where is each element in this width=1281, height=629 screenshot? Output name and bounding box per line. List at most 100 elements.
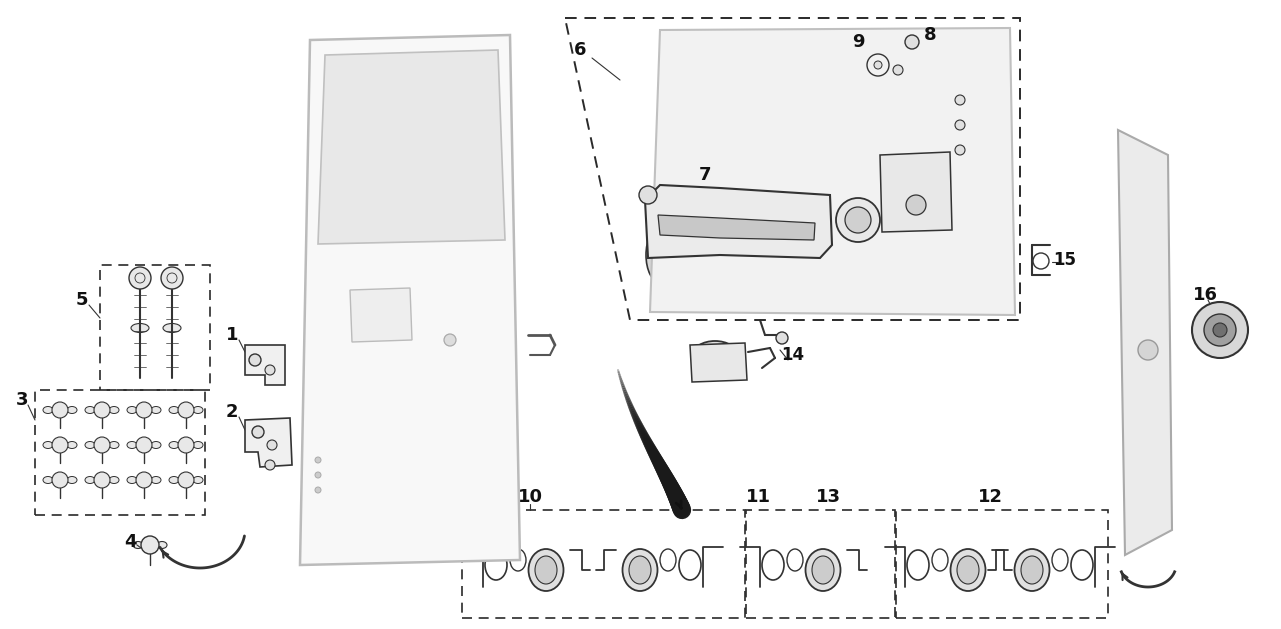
Ellipse shape	[151, 477, 161, 484]
Ellipse shape	[151, 406, 161, 413]
Polygon shape	[245, 418, 292, 467]
Ellipse shape	[193, 477, 202, 484]
Circle shape	[956, 95, 965, 105]
Circle shape	[776, 332, 788, 344]
Circle shape	[265, 365, 275, 375]
Polygon shape	[318, 50, 505, 244]
Text: 15: 15	[1053, 251, 1076, 269]
Circle shape	[315, 457, 322, 463]
Ellipse shape	[812, 556, 834, 584]
Polygon shape	[690, 343, 747, 382]
Circle shape	[249, 354, 261, 366]
Text: 14: 14	[781, 346, 804, 364]
Ellipse shape	[693, 341, 738, 369]
Ellipse shape	[806, 549, 840, 591]
Ellipse shape	[67, 477, 77, 484]
Bar	[462, 510, 746, 618]
Ellipse shape	[193, 442, 202, 448]
Circle shape	[53, 437, 68, 453]
Bar	[35, 390, 205, 515]
Polygon shape	[646, 185, 831, 258]
Ellipse shape	[951, 549, 985, 591]
Circle shape	[252, 426, 264, 438]
Ellipse shape	[127, 477, 137, 484]
Ellipse shape	[535, 556, 557, 584]
Circle shape	[956, 120, 965, 130]
Ellipse shape	[44, 477, 53, 484]
Polygon shape	[658, 215, 815, 240]
Text: 8: 8	[924, 26, 936, 44]
Circle shape	[178, 437, 193, 453]
Ellipse shape	[623, 549, 657, 591]
Ellipse shape	[85, 442, 95, 448]
Circle shape	[141, 536, 159, 554]
Circle shape	[956, 145, 965, 155]
Circle shape	[893, 65, 903, 75]
Bar	[746, 510, 895, 618]
Text: 10: 10	[518, 488, 542, 506]
Circle shape	[845, 207, 871, 233]
Circle shape	[836, 198, 880, 242]
Text: 9: 9	[852, 33, 865, 51]
Ellipse shape	[1015, 549, 1049, 591]
Circle shape	[136, 437, 152, 453]
Ellipse shape	[44, 406, 53, 413]
Text: 7: 7	[698, 166, 711, 184]
Bar	[895, 510, 1108, 618]
Text: 5: 5	[76, 291, 88, 309]
Circle shape	[129, 267, 151, 289]
Circle shape	[161, 267, 183, 289]
Circle shape	[315, 487, 322, 493]
Text: 11: 11	[746, 488, 770, 506]
Ellipse shape	[646, 228, 674, 282]
Circle shape	[904, 35, 918, 49]
Ellipse shape	[85, 406, 95, 413]
Circle shape	[178, 472, 193, 488]
Ellipse shape	[127, 406, 137, 413]
Ellipse shape	[109, 442, 119, 448]
Ellipse shape	[529, 549, 564, 591]
Text: 1: 1	[225, 326, 238, 344]
Circle shape	[94, 472, 110, 488]
Text: 12: 12	[977, 488, 1003, 506]
Text: 16: 16	[1193, 286, 1217, 304]
Ellipse shape	[151, 442, 161, 448]
Text: 6: 6	[574, 41, 587, 59]
Ellipse shape	[843, 248, 872, 268]
Polygon shape	[350, 288, 412, 342]
Circle shape	[136, 472, 152, 488]
Ellipse shape	[85, 477, 95, 484]
Circle shape	[639, 186, 657, 204]
Polygon shape	[300, 35, 520, 565]
Polygon shape	[245, 345, 284, 385]
Circle shape	[94, 402, 110, 418]
Text: 2: 2	[225, 403, 238, 421]
Circle shape	[266, 440, 277, 450]
Ellipse shape	[109, 406, 119, 413]
Circle shape	[906, 195, 926, 215]
Circle shape	[445, 334, 456, 346]
Ellipse shape	[904, 54, 918, 62]
Ellipse shape	[163, 323, 181, 333]
Ellipse shape	[67, 406, 77, 413]
Ellipse shape	[1021, 556, 1043, 584]
Bar	[100, 265, 210, 390]
Ellipse shape	[169, 406, 179, 413]
Ellipse shape	[158, 542, 167, 548]
Ellipse shape	[169, 442, 179, 448]
Polygon shape	[1118, 130, 1172, 555]
Ellipse shape	[67, 442, 77, 448]
Circle shape	[178, 402, 193, 418]
Ellipse shape	[133, 542, 143, 548]
Ellipse shape	[127, 442, 137, 448]
Text: 4: 4	[124, 533, 136, 551]
Circle shape	[1193, 302, 1248, 358]
Circle shape	[1138, 340, 1158, 360]
Ellipse shape	[957, 556, 979, 584]
Circle shape	[1204, 314, 1236, 346]
Ellipse shape	[701, 346, 729, 364]
Circle shape	[53, 472, 68, 488]
Circle shape	[315, 472, 322, 478]
Circle shape	[136, 402, 152, 418]
Polygon shape	[880, 152, 952, 232]
